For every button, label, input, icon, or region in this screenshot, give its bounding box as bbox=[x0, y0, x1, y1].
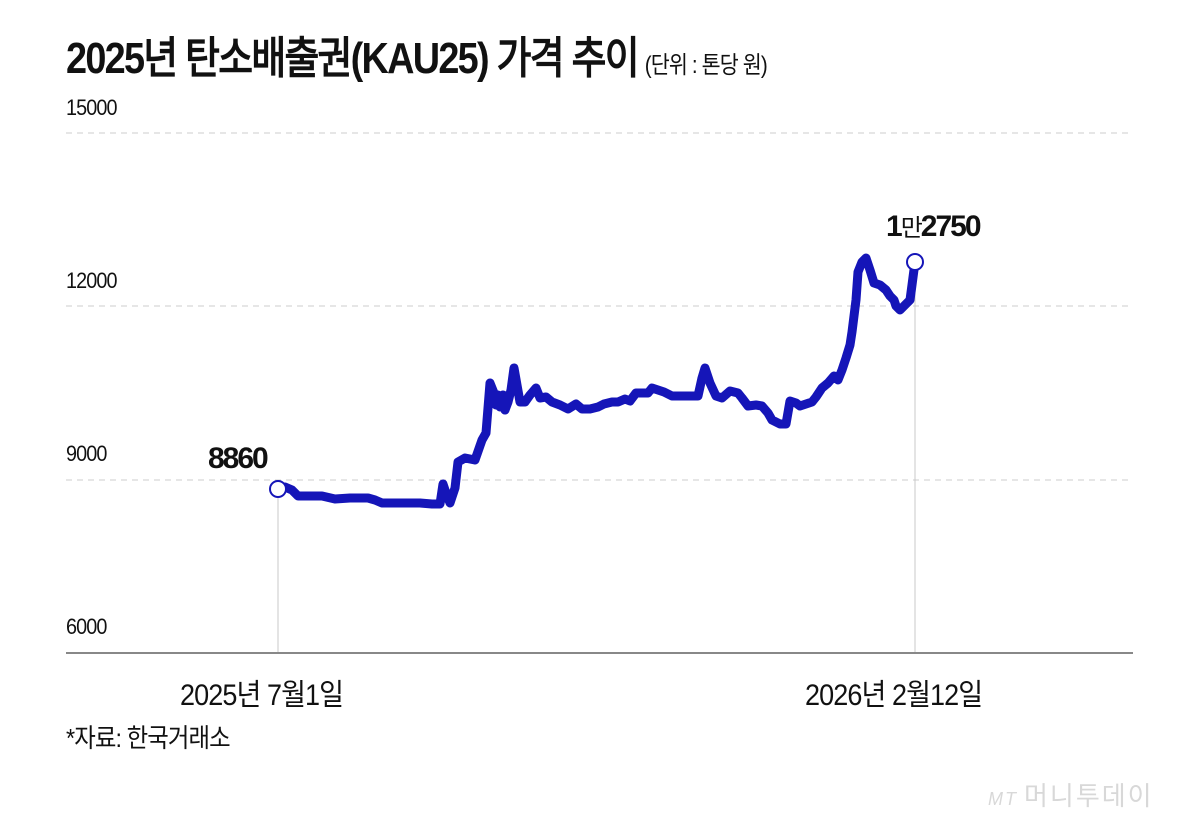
start-value-label: 8860 bbox=[208, 442, 269, 475]
start-point-marker bbox=[269, 480, 287, 498]
source-note: *자료: 한국거래소 bbox=[66, 723, 231, 753]
logo-name: 머니투데이 bbox=[1024, 781, 1154, 811]
end-value-suffix: 2750 bbox=[920, 210, 982, 243]
price-line bbox=[273, 253, 920, 509]
end-point-marker bbox=[906, 253, 924, 271]
end-value-prefix: 1 bbox=[886, 210, 903, 243]
y-tick-9000: 9000 bbox=[66, 441, 107, 466]
unit-label: (단위 : 톤당 원) bbox=[644, 52, 768, 79]
x-tick-end-date: 2026년 2월12일 bbox=[805, 679, 983, 712]
y-tick-6000: 6000 bbox=[66, 614, 107, 639]
gridlines bbox=[66, 132, 1133, 481]
chart-title: 2025년 탄소배출권(KAU25) 가격 추이 (단위 : 톤당 원) bbox=[66, 22, 768, 86]
y-tick-12000: 12000 bbox=[66, 268, 117, 293]
x-tick-start-date: 2025년 7월1일 bbox=[180, 679, 344, 712]
end-value-label: 1만2750 bbox=[886, 208, 982, 244]
publisher-logo: MT 머니투데이 bbox=[988, 776, 1154, 813]
chart-title-main: 2025년 탄소배출권(KAU25) 가격 추이 bbox=[66, 34, 640, 83]
logo-mark: MT bbox=[988, 789, 1018, 809]
end-value-unit: 만 bbox=[900, 215, 923, 242]
y-tick-15000: 15000 bbox=[66, 95, 117, 120]
